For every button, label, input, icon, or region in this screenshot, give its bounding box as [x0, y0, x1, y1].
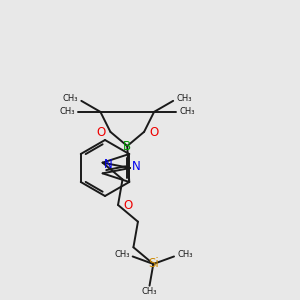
- Text: N: N: [104, 158, 113, 171]
- Text: CH₃: CH₃: [177, 250, 193, 259]
- Text: CH₃: CH₃: [142, 287, 157, 296]
- Text: CH₃: CH₃: [63, 94, 78, 103]
- Text: Si: Si: [148, 257, 159, 271]
- Text: O: O: [149, 126, 158, 140]
- Text: CH₃: CH₃: [60, 107, 75, 116]
- Text: O: O: [96, 126, 105, 140]
- Text: B: B: [123, 140, 131, 152]
- Text: CH₃: CH₃: [114, 250, 130, 259]
- Text: O: O: [123, 200, 132, 212]
- Text: CH₃: CH₃: [176, 94, 192, 103]
- Text: CH₃: CH₃: [179, 107, 195, 116]
- Text: N: N: [132, 160, 140, 173]
